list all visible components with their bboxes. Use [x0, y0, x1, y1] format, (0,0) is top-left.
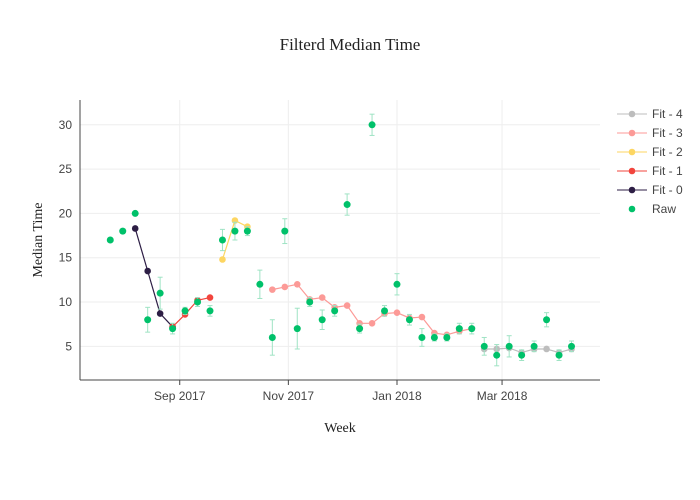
legend-marker [628, 110, 636, 118]
fit-3-point [356, 319, 363, 327]
fit-4-point [543, 345, 550, 353]
legend-label: Fit - 0 [652, 183, 683, 197]
x-tick-label: Jan 2018 [372, 389, 422, 403]
chart-title: Filterd Median Time [280, 35, 421, 54]
raw-point [106, 236, 114, 244]
legend-marker [628, 129, 636, 137]
raw-point [381, 307, 389, 315]
fit-3-line [272, 283, 472, 336]
legend-label: Fit - 2 [652, 145, 683, 159]
fit-3-point [269, 286, 276, 293]
raw-point [306, 298, 314, 306]
y-tick-label: 5 [65, 339, 72, 353]
raw-point [455, 325, 463, 333]
x-tick-label: Sep 2017 [154, 389, 206, 403]
fit-3-point [418, 313, 426, 321]
legend-marker [628, 148, 636, 156]
fit-0-point [144, 267, 151, 275]
fit-0-point [131, 225, 139, 232]
raw-point [468, 325, 476, 333]
y-tick-label: 10 [59, 295, 73, 309]
fit-3-point [293, 281, 301, 288]
fit-0-line [134, 228, 174, 328]
raw-point [555, 351, 563, 359]
y-tick-label: 15 [59, 251, 73, 265]
legend-label: Fit - 4 [652, 107, 683, 121]
raw-point [206, 307, 214, 315]
raw-point [493, 351, 501, 359]
raw-point [156, 289, 164, 297]
raw-point [480, 342, 488, 350]
x-tick-label: Mar 2018 [477, 389, 528, 403]
y-tick-label: 20 [59, 206, 73, 220]
fit-3-point [281, 283, 289, 291]
raw-point [405, 316, 413, 324]
raw-point [543, 316, 551, 324]
raw-point [293, 325, 301, 333]
raw-point [368, 121, 376, 129]
raw-point [331, 307, 339, 315]
legend-marker [628, 167, 636, 175]
legend-label: Fit - 1 [652, 164, 683, 178]
raw-point [281, 227, 289, 235]
y-tick-label: 25 [59, 162, 73, 176]
raw-point [418, 333, 426, 341]
y-tick-label: 30 [59, 118, 73, 132]
fit-1-point [206, 294, 214, 301]
raw-point [243, 227, 251, 235]
fit-1-line [172, 297, 211, 328]
fit-3-point [343, 302, 351, 309]
y-axis-label: Median Time [31, 202, 46, 277]
raw-point [119, 227, 127, 235]
raw-point [169, 325, 177, 333]
raw-point [181, 307, 189, 315]
raw-point [356, 325, 364, 333]
raw-point [430, 333, 438, 341]
legend-label: Raw [652, 202, 676, 216]
raw-point [256, 280, 264, 288]
raw-point [268, 333, 276, 341]
fit-3-point [318, 294, 326, 301]
raw-point [530, 342, 538, 350]
raw-point [131, 209, 139, 217]
fit-3-point [393, 309, 401, 316]
raw-point [443, 333, 451, 341]
raw-point [194, 298, 202, 306]
x-axis-label: Week [324, 421, 356, 436]
legend-marker [628, 186, 636, 194]
raw-point [505, 342, 513, 350]
raw-point [568, 342, 576, 350]
raw-point [518, 351, 526, 359]
fit-0-point [156, 310, 164, 317]
fit-3-point [368, 319, 376, 327]
fit-2-point [219, 256, 226, 263]
raw-point [393, 280, 401, 288]
raw-point [144, 316, 152, 324]
x-tick-label: Nov 2017 [263, 389, 315, 403]
raw-point [231, 227, 239, 235]
raw-point [343, 201, 351, 209]
legend-label: Fit - 3 [652, 126, 683, 140]
legend-marker [628, 205, 636, 213]
raw-point [318, 316, 326, 324]
raw-point [218, 236, 226, 244]
